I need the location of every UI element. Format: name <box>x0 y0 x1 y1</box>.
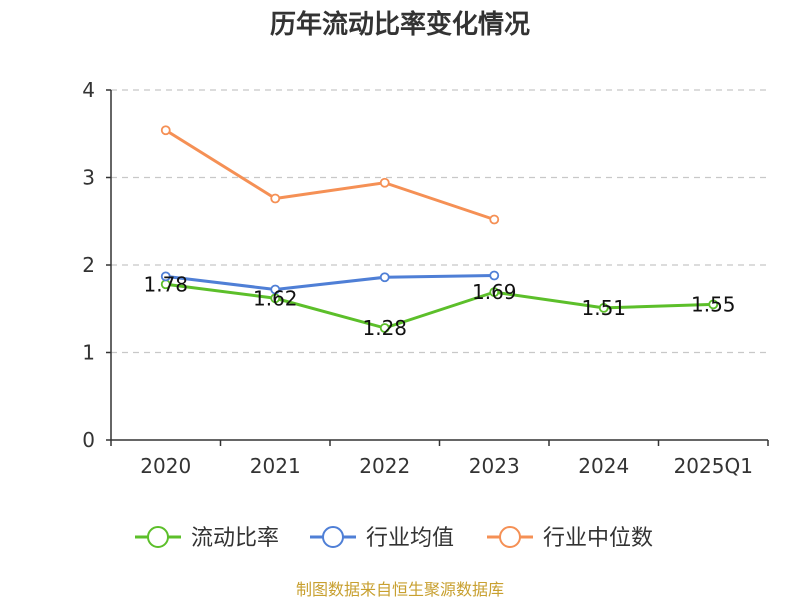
legend-label-0: 流动比率 <box>191 526 279 551</box>
data-label-2025Q1: 1.55 <box>691 292 736 316</box>
legend-label-2: 行业中位数 <box>543 526 653 551</box>
series-0-point-2022 <box>379 323 390 333</box>
series-line-0 <box>165 282 714 330</box>
x-tick-label-2020: 2020 <box>140 454 191 478</box>
series-lines <box>160 125 719 333</box>
y-tick-label-1: 1 <box>82 341 95 365</box>
series-1-point-2021 <box>270 284 281 295</box>
series-line-1 <box>165 274 495 291</box>
data-label-2024: 1.51 <box>581 296 626 320</box>
series-1-point-2023 <box>489 270 500 281</box>
y-tick-label-0: 0 <box>82 428 95 452</box>
x-tick-label-2022: 2022 <box>359 454 410 478</box>
data-label-2023: 1.69 <box>472 280 517 304</box>
chart-title: 历年流动比率变化情况 <box>270 9 530 40</box>
legend-marker-2 <box>499 526 521 548</box>
y-tick-label-2: 2 <box>82 253 95 277</box>
legend-label-1: 行业均值 <box>366 526 454 551</box>
x-tick-label-2023: 2023 <box>469 454 520 478</box>
series-line-2 <box>164 128 495 221</box>
grid-lines <box>111 89 768 354</box>
series-1-point-2020 <box>160 271 171 282</box>
axes: 0 1 2 3 4 2020 2021 2022 2023 2024 2025Q1 <box>82 78 769 478</box>
series-0-point-2023 <box>489 287 500 298</box>
y-tick-label-4: 4 <box>82 78 95 102</box>
data-label-2020: 1.78 <box>143 272 188 296</box>
y-tick-label-3: 3 <box>82 166 95 190</box>
x-tick-label-2024: 2024 <box>578 454 629 478</box>
legend-marker-1 <box>322 526 344 548</box>
x-tick-label-2025Q1: 2025Q1 <box>674 454 753 478</box>
x-tick-label-2021: 2021 <box>250 454 301 478</box>
data-label-2021: 1.62 <box>253 286 298 310</box>
series-2-point-2022 <box>379 177 390 188</box>
series-2-point-2020 <box>160 125 171 136</box>
series-2-point-2023 <box>489 214 500 225</box>
series-1-point-2022 <box>379 272 390 283</box>
series-2-point-2021 <box>270 193 281 204</box>
legend-marker-0 <box>147 526 169 548</box>
series-0-point-2024 <box>598 302 609 313</box>
legend: 流动比率 行业均值 行业中位数 <box>135 526 653 551</box>
series-0-point-2025Q1 <box>708 299 719 310</box>
data-labels: 1.78 1.62 1.28 1.69 1.51 1.55 <box>143 272 735 340</box>
data-label-2022: 1.28 <box>362 316 407 340</box>
source-note: 制图数据来自恒生聚源数据库 <box>296 580 504 599</box>
